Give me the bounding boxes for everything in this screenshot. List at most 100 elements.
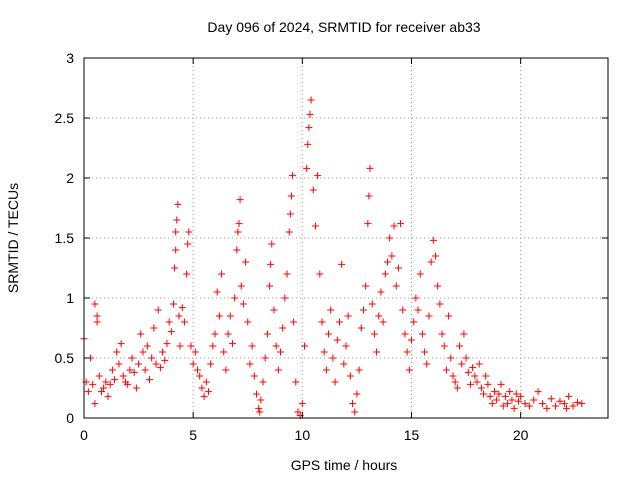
- data-point: [287, 192, 295, 200]
- data-point: [460, 330, 468, 338]
- x-tick-label: 5: [189, 427, 197, 443]
- data-point: [329, 354, 337, 362]
- data-point: [484, 380, 492, 388]
- data-point: [172, 228, 180, 236]
- data-point: [556, 397, 564, 405]
- data-point: [146, 376, 153, 384]
- data-point: [425, 312, 433, 320]
- data-point: [228, 340, 236, 348]
- x-axis-label: GPS time / hours: [291, 457, 398, 473]
- data-point: [386, 234, 394, 242]
- data-point: [135, 360, 143, 368]
- data-point: [421, 348, 429, 356]
- data-point: [256, 408, 264, 416]
- data-point: [301, 342, 309, 350]
- data-point: [285, 228, 293, 236]
- data-point: [414, 306, 422, 314]
- data-point: [442, 366, 450, 374]
- data-point: [150, 324, 158, 332]
- data-point: [270, 306, 278, 314]
- data-point: [464, 368, 472, 376]
- data-point: [84, 388, 92, 396]
- data-point: [163, 340, 171, 348]
- data-point: [434, 282, 442, 290]
- data-point: [325, 330, 333, 338]
- data-point: [346, 372, 354, 380]
- data-point: [167, 328, 175, 336]
- data-point: [173, 216, 181, 224]
- data-point: [274, 366, 282, 374]
- data-point: [344, 312, 352, 320]
- data-point: [119, 372, 127, 380]
- data-point: [493, 396, 501, 404]
- data-point: [283, 270, 291, 278]
- data-point: [447, 354, 455, 362]
- data-point: [170, 300, 178, 308]
- data-point: [304, 140, 312, 148]
- data-point: [436, 300, 444, 308]
- data-point: [189, 360, 197, 368]
- data-point: [368, 300, 376, 308]
- data-point: [314, 172, 322, 180]
- data-point: [495, 390, 503, 398]
- data-point: [340, 360, 348, 368]
- data-point: [563, 404, 571, 412]
- data-point: [512, 390, 520, 398]
- data-point: [392, 282, 400, 290]
- x-tick-label: 15: [404, 427, 420, 443]
- data-point: [410, 318, 418, 326]
- data-point: [440, 342, 448, 350]
- data-point: [445, 312, 453, 320]
- data-point: [303, 164, 311, 172]
- data-point: [194, 366, 202, 374]
- data-point: [370, 330, 378, 338]
- data-point: [175, 312, 183, 320]
- data-point: [477, 384, 485, 392]
- y-tick-label: 1.5: [55, 230, 75, 246]
- data-point: [233, 246, 241, 254]
- data-point: [390, 222, 398, 230]
- data-point: [102, 378, 110, 386]
- y-tick-label: 2.5: [55, 110, 75, 126]
- data-point: [178, 304, 186, 312]
- data-point: [180, 318, 188, 326]
- data-point: [473, 378, 481, 386]
- data-point: [213, 288, 221, 296]
- data-point: [510, 404, 518, 412]
- data-point: [379, 318, 387, 326]
- data-point: [338, 260, 346, 268]
- x-tick-label: 20: [513, 427, 529, 443]
- data-point: [456, 342, 464, 350]
- chart-title: Day 096 of 2024, SRMTID for receiver ab3…: [207, 19, 480, 35]
- data-point: [89, 380, 97, 388]
- data-point: [231, 294, 239, 302]
- data-point: [237, 282, 245, 290]
- data-point: [111, 376, 119, 384]
- data-point: [207, 360, 215, 368]
- data-point: [453, 384, 461, 392]
- axis-ticks: 0 5 10 15 20 0 0.5 1 1.5 2 2.5 3: [55, 50, 608, 443]
- data-point: [143, 342, 151, 350]
- data-point: [176, 342, 184, 350]
- data-point: [281, 294, 289, 302]
- data-point: [405, 366, 413, 374]
- data-point: [534, 388, 542, 396]
- data-point: [184, 240, 192, 248]
- data-point: [115, 360, 123, 368]
- data-point: [416, 270, 424, 278]
- data-point: [154, 306, 162, 314]
- data-point: [351, 408, 359, 416]
- data-point: [333, 336, 341, 344]
- data-point: [504, 400, 512, 408]
- data-point: [322, 366, 330, 374]
- data-point: [316, 270, 324, 278]
- data-point: [482, 372, 490, 380]
- data-point: [403, 348, 411, 356]
- data-point: [306, 110, 314, 118]
- data-point: [255, 404, 263, 412]
- data-point: [408, 336, 415, 344]
- data-point: [183, 270, 191, 278]
- data-point: [141, 366, 149, 374]
- data-point: [259, 378, 267, 386]
